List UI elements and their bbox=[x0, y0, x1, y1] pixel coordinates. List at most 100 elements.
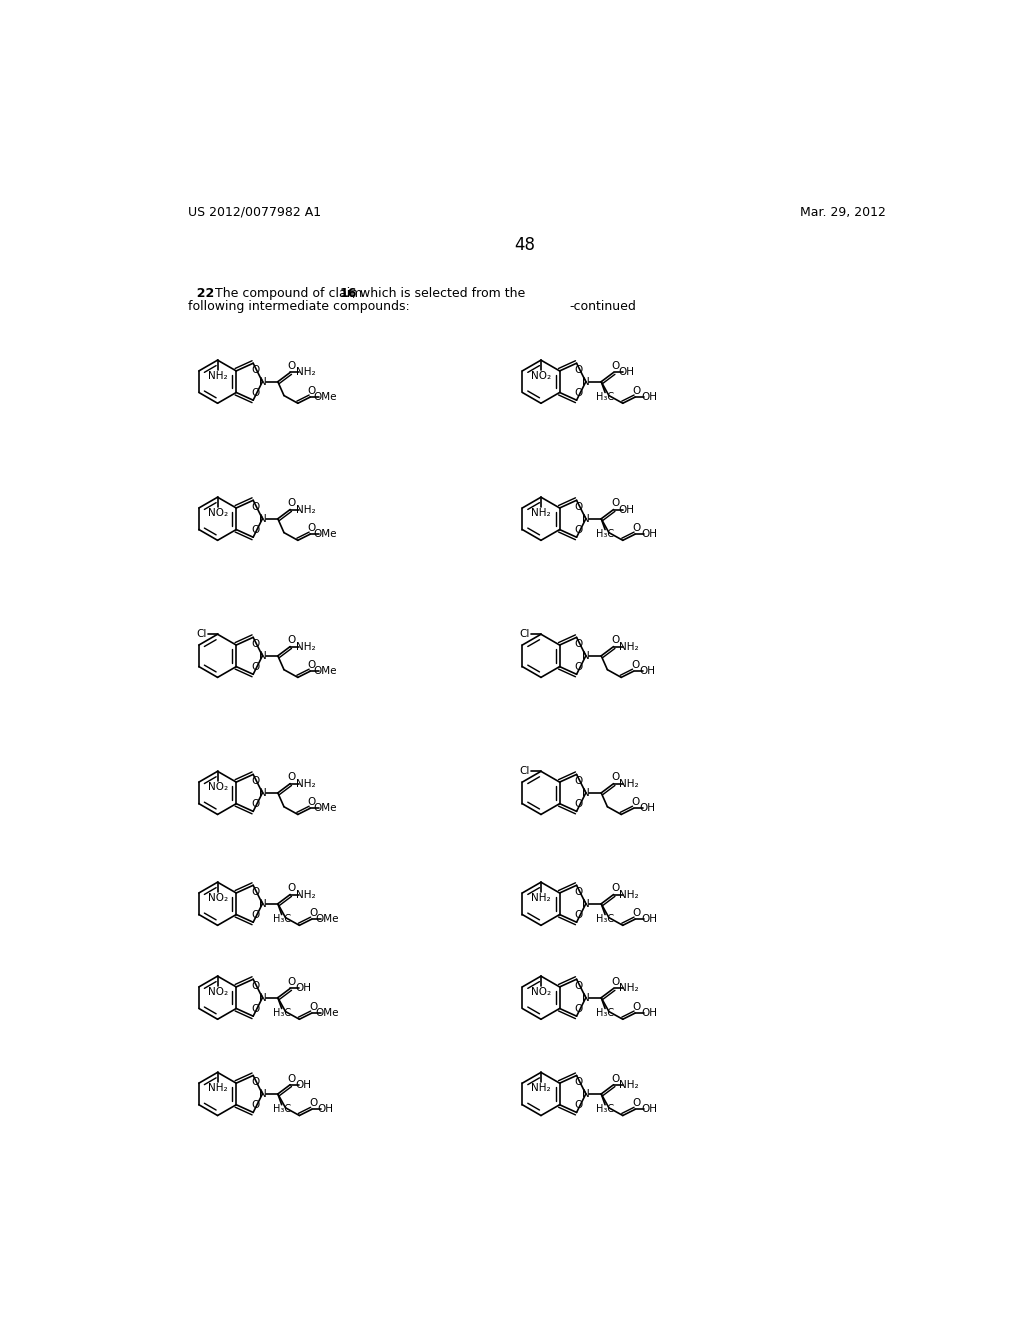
Text: N: N bbox=[258, 1089, 266, 1100]
Text: . The compound of claim: . The compound of claim bbox=[207, 286, 367, 300]
Text: O: O bbox=[574, 525, 583, 536]
Text: O: O bbox=[631, 797, 639, 807]
Text: O: O bbox=[251, 525, 260, 536]
Text: O: O bbox=[288, 977, 296, 987]
Text: O: O bbox=[611, 362, 620, 371]
Text: N: N bbox=[582, 899, 590, 908]
Text: NH₂: NH₂ bbox=[620, 779, 639, 788]
Text: O: O bbox=[288, 883, 296, 894]
Text: OH: OH bbox=[618, 504, 635, 515]
Text: OH: OH bbox=[317, 1105, 334, 1114]
Text: O: O bbox=[288, 1073, 296, 1084]
Text: O: O bbox=[574, 388, 583, 399]
Text: N: N bbox=[582, 376, 590, 387]
Text: O: O bbox=[633, 523, 641, 533]
Text: N: N bbox=[582, 651, 590, 661]
Text: O: O bbox=[309, 908, 317, 917]
Text: O: O bbox=[611, 883, 620, 894]
Text: OH: OH bbox=[641, 392, 657, 403]
Text: 16: 16 bbox=[340, 286, 357, 300]
Text: O: O bbox=[251, 1101, 260, 1110]
Text: O: O bbox=[251, 502, 260, 512]
Text: O: O bbox=[574, 1101, 583, 1110]
Text: O: O bbox=[307, 523, 315, 533]
Text: OH: OH bbox=[641, 529, 657, 539]
Text: O: O bbox=[633, 1002, 641, 1012]
Text: O: O bbox=[309, 1002, 317, 1012]
Text: O: O bbox=[574, 639, 583, 649]
Text: N: N bbox=[258, 376, 266, 387]
Text: OMe: OMe bbox=[313, 392, 337, 403]
Text: NH₂: NH₂ bbox=[620, 983, 639, 994]
Text: NH₂: NH₂ bbox=[531, 892, 551, 903]
Text: O: O bbox=[574, 1077, 583, 1088]
Text: NO₂: NO₂ bbox=[208, 781, 227, 792]
Text: OMe: OMe bbox=[313, 667, 337, 676]
Text: Cl: Cl bbox=[519, 767, 530, 776]
Text: NH₂: NH₂ bbox=[620, 1080, 639, 1090]
Text: O: O bbox=[574, 502, 583, 512]
Text: O: O bbox=[611, 499, 620, 508]
Text: NO₂: NO₂ bbox=[208, 986, 227, 997]
Text: N: N bbox=[582, 993, 590, 1003]
Text: H₃C: H₃C bbox=[596, 915, 614, 924]
Text: O: O bbox=[288, 362, 296, 371]
Text: , which is selected from the: , which is selected from the bbox=[351, 286, 524, 300]
Text: O: O bbox=[633, 1098, 641, 1109]
Text: NH₂: NH₂ bbox=[620, 890, 639, 899]
Text: N: N bbox=[258, 513, 266, 524]
Text: O: O bbox=[288, 635, 296, 645]
Text: O: O bbox=[574, 800, 583, 809]
Text: OH: OH bbox=[618, 367, 635, 378]
Text: OH: OH bbox=[641, 1008, 657, 1018]
Text: O: O bbox=[251, 639, 260, 649]
Text: O: O bbox=[309, 1098, 317, 1109]
Text: OMe: OMe bbox=[315, 1008, 339, 1018]
Text: O: O bbox=[574, 981, 583, 991]
Text: O: O bbox=[251, 911, 260, 920]
Text: OMe: OMe bbox=[313, 529, 337, 539]
Text: Cl: Cl bbox=[519, 630, 530, 639]
Text: O: O bbox=[251, 1005, 260, 1014]
Text: O: O bbox=[633, 908, 641, 917]
Text: O: O bbox=[307, 660, 315, 671]
Text: O: O bbox=[574, 663, 583, 672]
Text: NO₂: NO₂ bbox=[208, 892, 227, 903]
Text: O: O bbox=[574, 366, 583, 375]
Text: 48: 48 bbox=[514, 236, 536, 253]
Text: NH₂: NH₂ bbox=[296, 367, 315, 378]
Text: O: O bbox=[574, 911, 583, 920]
Text: N: N bbox=[258, 651, 266, 661]
Text: Mar. 29, 2012: Mar. 29, 2012 bbox=[801, 206, 887, 219]
Text: NH₂: NH₂ bbox=[296, 779, 315, 788]
Text: O: O bbox=[631, 660, 639, 671]
Text: NH₂: NH₂ bbox=[296, 642, 315, 652]
Text: O: O bbox=[251, 388, 260, 399]
Text: O: O bbox=[307, 385, 315, 396]
Text: NH₂: NH₂ bbox=[531, 1082, 551, 1093]
Text: N: N bbox=[258, 788, 266, 797]
Text: NH₂: NH₂ bbox=[620, 642, 639, 652]
Text: O: O bbox=[611, 977, 620, 987]
Text: O: O bbox=[307, 797, 315, 807]
Text: H₃C: H₃C bbox=[272, 915, 291, 924]
Text: OH: OH bbox=[639, 804, 655, 813]
Text: N: N bbox=[582, 788, 590, 797]
Text: O: O bbox=[251, 366, 260, 375]
Text: O: O bbox=[251, 1077, 260, 1088]
Text: O: O bbox=[574, 776, 583, 787]
Text: 22: 22 bbox=[188, 286, 215, 300]
Text: O: O bbox=[251, 663, 260, 672]
Text: N: N bbox=[258, 993, 266, 1003]
Text: O: O bbox=[251, 887, 260, 898]
Text: N: N bbox=[582, 513, 590, 524]
Text: O: O bbox=[288, 499, 296, 508]
Text: OH: OH bbox=[639, 667, 655, 676]
Text: H₃C: H₃C bbox=[596, 529, 614, 539]
Text: O: O bbox=[611, 1073, 620, 1084]
Text: N: N bbox=[258, 899, 266, 908]
Text: NO₂: NO₂ bbox=[208, 508, 227, 517]
Text: following intermediate compounds:: following intermediate compounds: bbox=[188, 300, 410, 313]
Text: OH: OH bbox=[641, 915, 657, 924]
Text: H₃C: H₃C bbox=[596, 1105, 614, 1114]
